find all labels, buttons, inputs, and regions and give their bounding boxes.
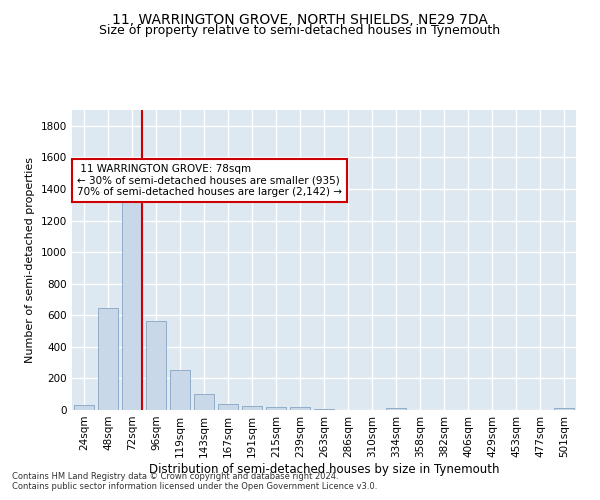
Text: Size of property relative to semi-detached houses in Tynemouth: Size of property relative to semi-detach… bbox=[100, 24, 500, 37]
X-axis label: Distribution of semi-detached houses by size in Tynemouth: Distribution of semi-detached houses by … bbox=[149, 462, 499, 475]
Bar bbox=[386, 408, 406, 410]
Text: 11 WARRINGTON GROVE: 78sqm
← 30% of semi-detached houses are smaller (935)
70% o: 11 WARRINGTON GROVE: 78sqm ← 30% of semi… bbox=[77, 164, 342, 197]
Bar bbox=[218, 404, 238, 410]
Bar bbox=[170, 370, 190, 410]
Text: Contains public sector information licensed under the Open Government Licence v3: Contains public sector information licen… bbox=[12, 482, 377, 491]
Bar bbox=[314, 408, 334, 410]
Bar bbox=[554, 408, 574, 410]
Y-axis label: Number of semi-detached properties: Number of semi-detached properties bbox=[25, 157, 35, 363]
Text: 11, WARRINGTON GROVE, NORTH SHIELDS, NE29 7DA: 11, WARRINGTON GROVE, NORTH SHIELDS, NE2… bbox=[112, 12, 488, 26]
Bar bbox=[266, 407, 286, 410]
Bar bbox=[194, 394, 214, 410]
Bar bbox=[242, 406, 262, 410]
Text: Contains HM Land Registry data © Crown copyright and database right 2024.: Contains HM Land Registry data © Crown c… bbox=[12, 472, 338, 481]
Bar bbox=[98, 308, 118, 410]
Bar bbox=[74, 406, 94, 410]
Bar bbox=[146, 321, 166, 410]
Bar bbox=[290, 407, 310, 410]
Bar bbox=[122, 190, 142, 410]
